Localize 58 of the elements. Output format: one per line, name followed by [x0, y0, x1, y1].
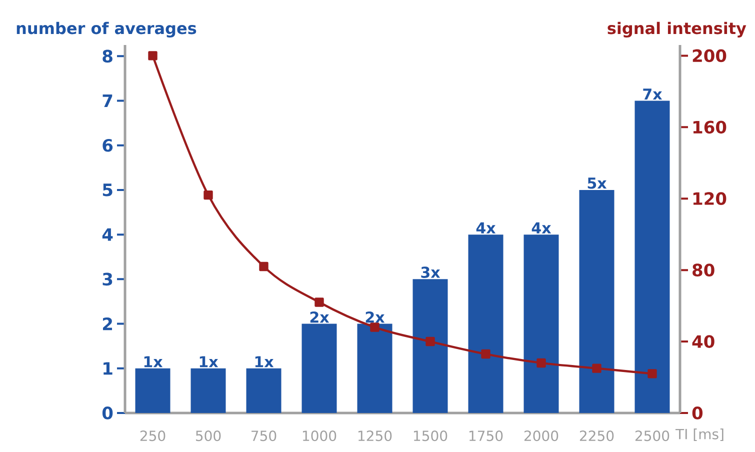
- y-tick-label: 4: [102, 228, 113, 241]
- y-tick-label: 3: [102, 272, 112, 286]
- point: [426, 336, 435, 346]
- x-tick-label: 500: [196, 430, 221, 442]
- x-tick-label: 1250: [358, 430, 392, 442]
- bar: [357, 324, 392, 413]
- x-tick-label: 750: [252, 430, 276, 442]
- y2-tick-label: 40: [692, 335, 714, 348]
- bar: [190, 368, 226, 413]
- data-label: 7x: [643, 88, 662, 100]
- data-label: 1x: [144, 356, 163, 368]
- point: [148, 51, 158, 60]
- bar: [302, 324, 337, 413]
- y2-tick-label: 0: [692, 406, 703, 420]
- data-label: 3x: [421, 266, 440, 278]
- point: [481, 349, 490, 359]
- x-tick-label: 2000: [524, 430, 558, 442]
- data-label: 1x: [255, 356, 274, 368]
- point: [592, 364, 602, 373]
- bar: [246, 368, 282, 413]
- x-tick-label: 2250: [580, 430, 614, 442]
- point: [648, 369, 657, 378]
- data-label: 2x: [310, 311, 330, 323]
- data-label: 4x: [532, 222, 552, 234]
- point: [204, 190, 213, 200]
- y-tick-label: 8: [102, 50, 112, 63]
- bar: [468, 234, 504, 413]
- bar: [135, 368, 170, 413]
- x-axis-title: TI [ms]: [675, 428, 724, 442]
- data-label: 4x: [476, 222, 496, 234]
- x-tick-label: 1500: [414, 430, 448, 442]
- data-label: 1x: [200, 356, 218, 368]
- bar: [524, 234, 559, 413]
- point: [370, 322, 380, 332]
- y2-tick-label: 80: [692, 264, 714, 276]
- y-tick-label: 6: [102, 138, 113, 152]
- y2-tick-label: 200: [692, 49, 726, 62]
- x-tick-label: 250: [140, 430, 166, 442]
- data-label: 2x: [366, 311, 385, 323]
- y-tick-label: 2: [102, 317, 112, 330]
- bar: [579, 190, 614, 413]
- data-label: 5x: [588, 178, 607, 189]
- y-tick-label: 7: [102, 94, 112, 107]
- bar: [634, 100, 670, 413]
- y2-tick-label: 160: [693, 120, 726, 134]
- x-tick-label: 1000: [302, 430, 336, 442]
- y-tick-label: 5: [102, 184, 112, 196]
- y2-axis-title: signal intensity: [608, 22, 746, 38]
- y2-tick-label: 120: [693, 192, 726, 206]
- point: [314, 298, 324, 307]
- x-tick-label: 1750: [469, 430, 503, 442]
- point: [259, 262, 268, 272]
- x-tick-label: 2500: [635, 430, 670, 442]
- bar: [412, 279, 448, 413]
- y-tick-label: 0: [102, 406, 113, 420]
- point: [536, 358, 546, 368]
- y-axis-title: number of averages: [16, 22, 196, 38]
- y-tick-label: 1: [104, 362, 112, 375]
